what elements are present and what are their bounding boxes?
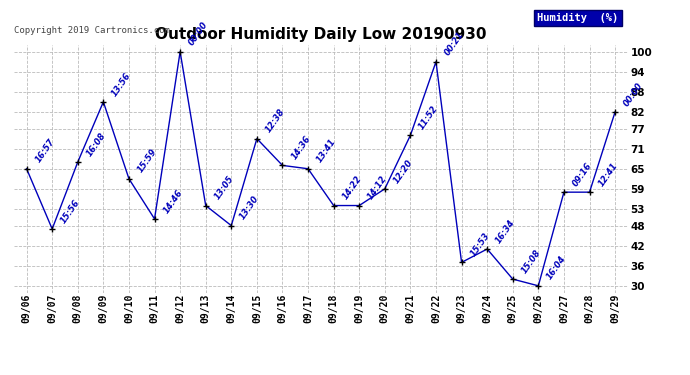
Text: 00:00: 00:00 [187,20,210,48]
Text: 15:59: 15:59 [136,147,159,175]
Title: Outdoor Humidity Daily Low 20190930: Outdoor Humidity Daily Low 20190930 [155,27,486,42]
Text: 00:00: 00:00 [622,81,645,108]
Text: 12:20: 12:20 [392,158,415,184]
Text: 16:04: 16:04 [545,255,568,282]
Text: 13:30: 13:30 [238,194,261,222]
Text: 14:36: 14:36 [289,134,312,161]
Text: 00:21: 00:21 [443,30,466,57]
Text: Humidity  (%): Humidity (%) [538,13,619,23]
Text: 11:52: 11:52 [417,104,440,131]
Text: 14:22: 14:22 [341,174,364,201]
Text: 14:46: 14:46 [161,188,184,215]
Text: 16:57: 16:57 [34,137,57,165]
Text: 15:08: 15:08 [520,248,542,275]
Text: 13:56: 13:56 [110,70,133,98]
Text: 15:53: 15:53 [469,231,491,258]
Text: 13:41: 13:41 [315,137,338,165]
Text: 15:56: 15:56 [59,198,82,225]
Text: 12:41: 12:41 [596,161,619,188]
Text: 13:05: 13:05 [213,174,235,201]
Text: 14:12: 14:12 [366,174,389,201]
Text: Copyright 2019 Cartronics.com: Copyright 2019 Cartronics.com [14,26,170,35]
Text: 16:08: 16:08 [85,131,108,158]
Text: 09:16: 09:16 [571,161,593,188]
Text: 16:34: 16:34 [494,217,517,245]
Text: 12:38: 12:38 [264,107,286,135]
